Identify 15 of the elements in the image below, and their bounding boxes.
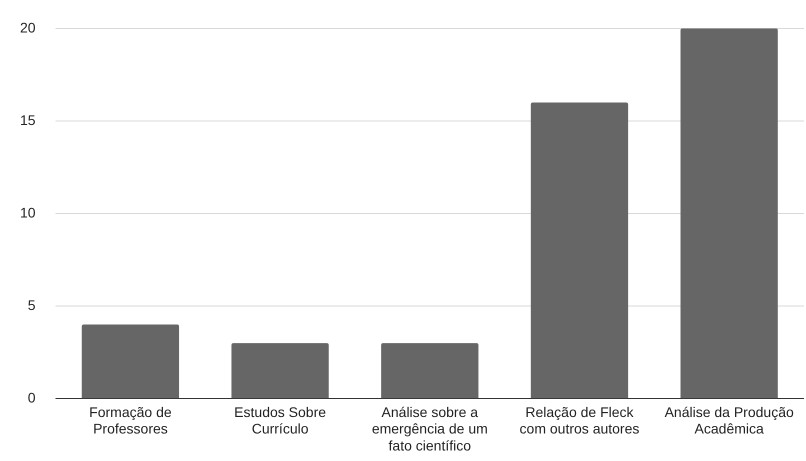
y-tick-label: 10 [20, 204, 36, 220]
y-tick-label: 0 [28, 389, 36, 406]
x-tick-label: Análise da Produção Acadêmica [664, 404, 794, 437]
x-tick-label: Relação de Fleck com outros autores [520, 404, 640, 437]
bar [680, 28, 778, 398]
y-tick-label: 5 [28, 296, 36, 313]
y-tick-label: 15 [20, 112, 36, 128]
bar [231, 343, 329, 398]
x-tick-label: Análise sobre a emergência de um fato científico [372, 404, 488, 454]
x-tick-label: Formação de Professores [89, 404, 172, 437]
bar [82, 324, 180, 398]
bar [530, 102, 628, 398]
x-tick-label: Estudos Sobre Currículo [234, 404, 326, 437]
y-tick-label: 20 [20, 19, 36, 36]
bar [381, 343, 478, 398]
